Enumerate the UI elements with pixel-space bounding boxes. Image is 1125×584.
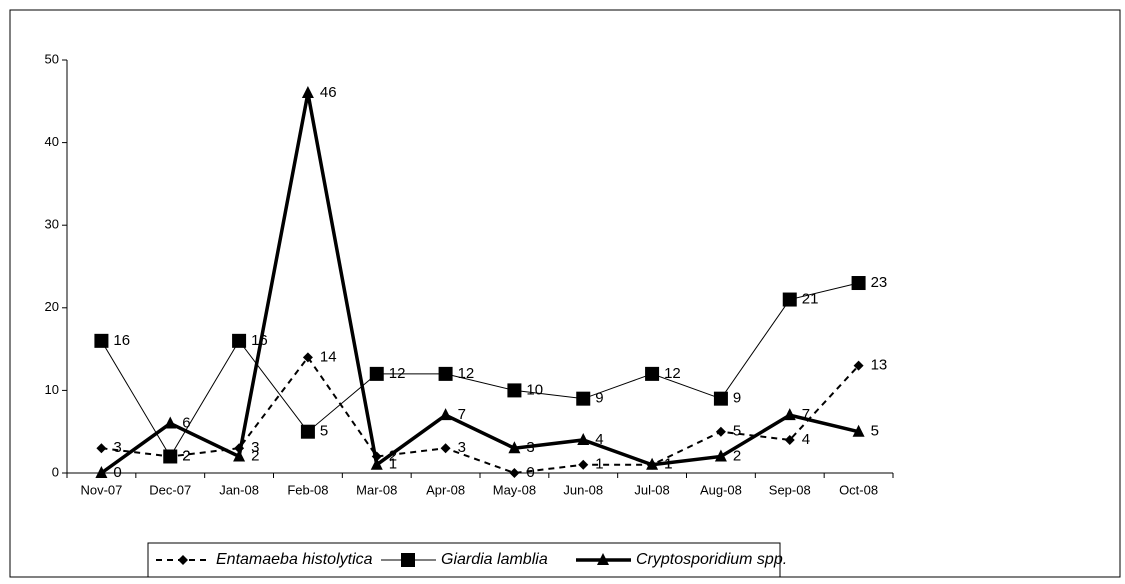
data-label: 1 — [664, 456, 672, 473]
data-label: 13 — [871, 357, 888, 374]
marker — [96, 443, 107, 454]
marker — [853, 360, 864, 371]
x-tick-label: Jan-08 — [219, 482, 259, 497]
marker — [784, 434, 795, 445]
data-label: 23 — [871, 274, 888, 291]
series-line — [100, 92, 859, 475]
data-label: 6 — [182, 414, 190, 431]
marker — [507, 383, 522, 398]
data-label: 2 — [182, 447, 190, 464]
marker — [163, 449, 178, 464]
data-label: 5 — [733, 423, 741, 440]
data-label: 3 — [251, 439, 259, 456]
marker — [233, 449, 246, 462]
x-tick-label: Jun-08 — [563, 482, 603, 497]
marker — [232, 333, 247, 348]
y-tick-label: 0 — [52, 464, 59, 479]
marker — [508, 441, 521, 454]
series-line — [100, 282, 859, 458]
legend-label: Entamaeba histolytica — [216, 551, 373, 568]
x-tick-label: Nov-07 — [80, 482, 122, 497]
marker — [852, 424, 865, 437]
x-tick-label: Mar-08 — [356, 482, 397, 497]
marker — [301, 86, 314, 99]
data-label: 1 — [595, 456, 603, 473]
marker — [715, 426, 726, 437]
x-tick-label: Jul-08 — [634, 482, 669, 497]
y-tick-label: 10 — [45, 382, 59, 397]
x-tick-label: Apr-08 — [426, 482, 465, 497]
data-label: 7 — [802, 406, 810, 423]
y-tick-label: 20 — [45, 299, 59, 314]
marker — [178, 555, 188, 565]
y-tick-label: 50 — [45, 51, 59, 66]
marker — [851, 276, 866, 291]
data-label: 3 — [113, 439, 121, 456]
marker — [439, 408, 452, 421]
data-label: 16 — [113, 332, 130, 349]
data-label: 4 — [595, 431, 603, 448]
marker — [95, 466, 108, 478]
data-label: 9 — [733, 390, 741, 407]
data-label: 5 — [871, 423, 879, 440]
data-label: 46 — [320, 84, 337, 101]
marker — [369, 366, 384, 381]
marker — [300, 424, 315, 439]
marker — [576, 391, 591, 406]
data-label: 0 — [113, 464, 121, 481]
data-label: 2 — [182, 447, 190, 464]
marker — [440, 443, 451, 454]
data-label: 2 — [389, 447, 397, 464]
data-label: 3 — [526, 439, 534, 456]
x-tick-label: Sep-08 — [769, 482, 811, 497]
data-label: 0 — [526, 464, 534, 481]
data-label: 21 — [802, 291, 819, 308]
data-label: 12 — [664, 365, 681, 382]
marker — [438, 366, 453, 381]
data-label: 12 — [458, 365, 475, 382]
marker — [646, 457, 659, 470]
data-label: 1 — [389, 456, 397, 473]
marker — [509, 468, 520, 478]
marker — [713, 391, 728, 406]
marker — [302, 352, 313, 363]
x-tick-label: Dec-07 — [149, 482, 191, 497]
marker — [164, 416, 177, 429]
marker — [370, 457, 383, 470]
marker — [401, 553, 415, 567]
data-label: 9 — [595, 390, 603, 407]
marker — [645, 366, 660, 381]
marker — [783, 408, 796, 421]
marker — [714, 449, 727, 462]
series-line — [101, 355, 860, 475]
y-tick-label: 40 — [45, 134, 59, 149]
data-label: 2 — [251, 447, 259, 464]
legend-label: Giardia lamblia — [441, 551, 548, 568]
x-tick-label: Oct-08 — [839, 482, 878, 497]
data-label: 7 — [458, 406, 466, 423]
marker — [577, 432, 590, 445]
data-label: 12 — [389, 365, 406, 382]
x-tick-label: Feb-08 — [287, 482, 328, 497]
legend-label: Cryptosporidium spp. — [636, 551, 787, 568]
y-tick-label: 30 — [45, 217, 59, 232]
x-tick-label: May-08 — [493, 482, 536, 497]
x-tick-label: Aug-08 — [700, 482, 742, 497]
marker — [94, 333, 109, 348]
data-label: 3 — [458, 439, 466, 456]
marker — [578, 459, 589, 470]
marker — [597, 553, 609, 565]
legend-box — [147, 542, 781, 578]
data-label: 14 — [320, 348, 337, 365]
marker — [782, 292, 797, 307]
data-label: 10 — [526, 381, 543, 398]
data-label: 5 — [320, 423, 328, 440]
data-label: 2 — [733, 447, 741, 464]
data-label: 4 — [802, 431, 810, 448]
